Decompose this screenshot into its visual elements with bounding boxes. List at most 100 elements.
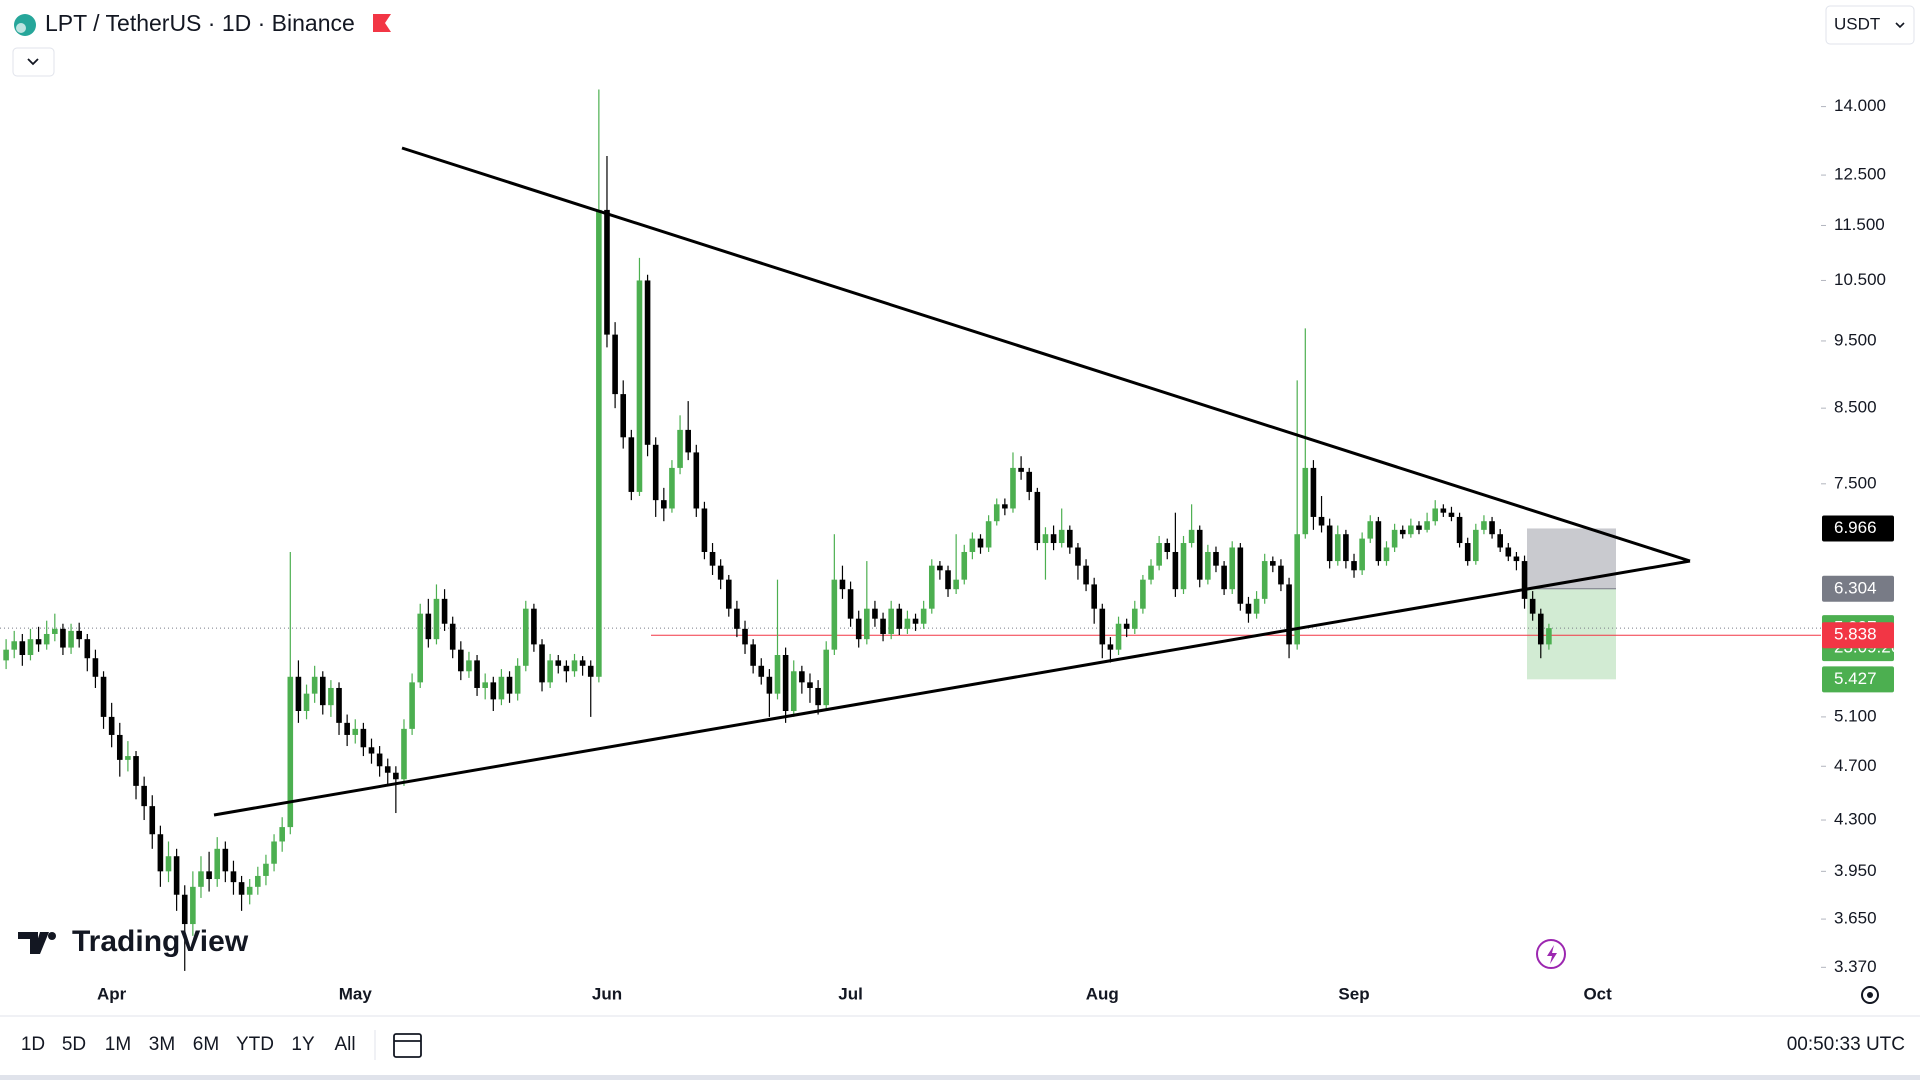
y-tick-label: 3.370: [1834, 957, 1877, 976]
candle-body: [993, 504, 1000, 522]
candle-body: [425, 613, 432, 640]
candle-body: [555, 660, 562, 666]
candle-body: [847, 589, 854, 619]
candle-body: [1473, 529, 1479, 562]
candle-body: [945, 570, 951, 590]
candle-body: [506, 676, 513, 694]
candle-body: [1091, 584, 1097, 609]
candle-body: [961, 551, 968, 580]
candle-body: [1058, 529, 1065, 544]
y-tick-label: 4.300: [1834, 810, 1877, 829]
candle-body: [27, 639, 34, 656]
candle-body: [1205, 551, 1211, 580]
range-button[interactable]: 1M: [105, 1034, 131, 1055]
symbol-title[interactable]: LPT / TetherUS · 1D · Binance: [45, 10, 355, 36]
x-tick-label: Sep: [1338, 984, 1369, 1003]
candle-body: [1456, 516, 1463, 544]
range-button[interactable]: All: [334, 1034, 355, 1055]
candle-body: [571, 660, 578, 672]
range-button[interactable]: YTD: [236, 1034, 274, 1055]
currency-select[interactable]: [1825, 5, 1915, 45]
alert-icon-bolt: [1547, 945, 1557, 964]
candle-body: [693, 452, 700, 509]
chevron-icon: [1895, 22, 1905, 29]
candle-body: [1123, 623, 1130, 629]
candle-body: [652, 444, 659, 501]
candle-body: [1188, 529, 1195, 544]
settings-icon-center: [1867, 992, 1873, 998]
candle-body: [498, 676, 505, 700]
candle-body: [1367, 521, 1374, 539]
candle-body: [750, 644, 756, 666]
candle-body: [1359, 538, 1365, 571]
candle-body: [928, 565, 935, 609]
candle-body: [904, 618, 911, 629]
candle-body: [880, 618, 886, 634]
candle-body: [279, 827, 285, 842]
candle-body: [1489, 521, 1495, 535]
candle-body: [872, 608, 878, 619]
candle-body: [1408, 525, 1414, 535]
flag-icon[interactable]: [373, 14, 391, 32]
collapse-button[interactable]: [12, 47, 55, 77]
candle-body: [644, 280, 651, 445]
bottom-strip: [0, 1075, 1920, 1080]
candle-body: [1343, 534, 1349, 562]
candle-body: [774, 655, 781, 694]
price-marker: [1822, 575, 1894, 602]
candle-body: [482, 682, 488, 688]
candle-body: [352, 728, 359, 735]
candle-body: [287, 676, 294, 828]
candle-body: [133, 756, 139, 786]
candle-body: [1440, 508, 1447, 513]
candle-body: [1213, 551, 1219, 566]
candle-body: [1537, 613, 1544, 645]
candle-body: [685, 429, 691, 453]
currency-label[interactable]: USDT: [1834, 14, 1880, 33]
candle-body: [1334, 534, 1341, 562]
range-button[interactable]: 1Y: [291, 1034, 315, 1055]
y-tick-label: 8.500: [1834, 398, 1877, 417]
candle-body: [100, 676, 107, 717]
candle-body: [1399, 529, 1406, 535]
x-tick-label: Aug: [1086, 984, 1119, 1003]
candle-body: [612, 334, 618, 395]
date-range-icon[interactable]: [393, 1033, 422, 1058]
range-button[interactable]: 6M: [193, 1034, 219, 1055]
price-marker: [1822, 515, 1894, 542]
candle-body: [344, 722, 350, 735]
candle-body: [165, 856, 172, 872]
candle-body: [1253, 598, 1260, 614]
candle-body: [1050, 534, 1057, 544]
price-marker: [1822, 622, 1894, 649]
candle-body: [969, 538, 976, 552]
candle-body: [1546, 628, 1552, 645]
y-tick-label: 4.700: [1834, 756, 1877, 775]
settings-icon[interactable]: [1861, 986, 1879, 1004]
price-marker-label: 5.427: [1834, 669, 1877, 688]
y-tick-label: 12.500: [1834, 165, 1886, 184]
candle-body: [1310, 467, 1317, 517]
candle-body: [864, 608, 870, 640]
position-stop-zone: [1527, 528, 1616, 589]
candle-body: [823, 649, 830, 706]
range-button[interactable]: 5D: [62, 1034, 86, 1055]
candle-body: [1237, 547, 1244, 604]
x-tick-label: Jun: [592, 984, 622, 1003]
candle-body: [539, 644, 545, 683]
candle-body: [628, 437, 635, 492]
candle-body: [1042, 534, 1049, 544]
candle-body: [311, 676, 318, 694]
candle-body: [1326, 525, 1333, 562]
candle-body: [173, 856, 180, 895]
candle-body: [295, 676, 302, 712]
candle-body: [230, 871, 237, 883]
candle-body: [35, 639, 42, 645]
plot-area: [0, 89, 1821, 971]
candle-body: [466, 660, 472, 672]
range-button[interactable]: 1D: [21, 1034, 45, 1055]
chevron-icon: [27, 58, 39, 66]
range-button[interactable]: 3M: [149, 1034, 175, 1055]
candle-body: [271, 841, 277, 864]
